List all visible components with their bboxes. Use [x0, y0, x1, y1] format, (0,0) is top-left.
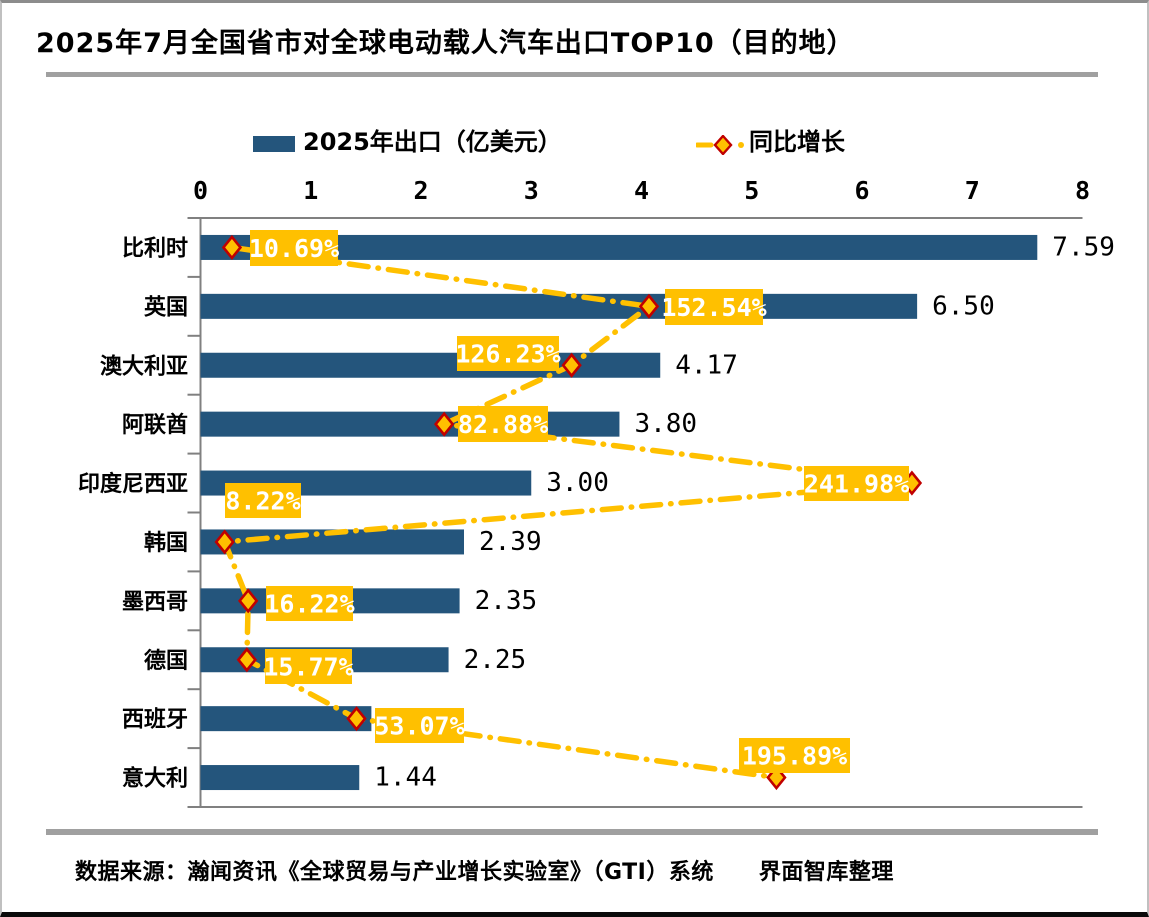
growth-diamond-marker-7 [238, 588, 259, 614]
growth-diamond-marker-8 [236, 647, 258, 673]
export-bar-4 [200, 411, 620, 437]
export-bar-1 [200, 234, 1038, 260]
x-axis-tick-label: 0 [193, 176, 208, 205]
x-axis-tick-label: 5 [744, 176, 759, 205]
growth-diamond-marker-9 [346, 706, 367, 732]
bar-value-label: 3.80 [634, 409, 697, 439]
growth-label-text: 126.23% [455, 340, 560, 369]
growth-label-text: 8.22% [225, 487, 300, 516]
category-label-8: 德国 [144, 648, 188, 674]
export-bar-3 [200, 352, 661, 378]
category-label-10: 意大利 [122, 766, 188, 792]
export-bar-9 [200, 706, 372, 732]
growth-label-box-9 [375, 708, 464, 743]
x-axis-tick-label: 6 [854, 176, 869, 205]
x-axis-tick-label: 4 [634, 176, 649, 205]
growth-label-text: 195.89% [742, 742, 847, 771]
bar-value-label: 7.59 [1052, 232, 1115, 262]
data-source-note: 数据来源：瀚闻资讯《全球贸易与产业增长实验室》（GTI）系统 界面智库整理 [75, 860, 894, 885]
bar-value-label: 2.25 [464, 645, 527, 675]
category-label-3: 澳大利亚 [100, 353, 188, 379]
export-bar-10 [200, 765, 360, 791]
category-label-2: 英国 [144, 295, 188, 320]
growth-label-text: 15.77% [263, 653, 353, 682]
page-title: 2025年7月全国省市对全球电动载人汽车出口TOP10（目的地） [36, 28, 855, 59]
growth-label-text: 16.22% [264, 590, 354, 619]
export-bar-2 [200, 293, 918, 319]
growth-label-text: 53.07% [374, 712, 464, 741]
x-axis-tick-label: 2 [413, 176, 428, 205]
bar-value-label: 2.35 [475, 586, 538, 616]
growth-diamond-marker-1 [221, 234, 243, 261]
category-label-5: 印度尼西亚 [78, 471, 188, 497]
category-label-4: 阿联酋 [122, 412, 188, 438]
category-label-1: 比利时 [122, 236, 188, 261]
growth-label-box-10 [739, 738, 850, 773]
growth-label-box-2 [665, 289, 763, 325]
bar-value-label: 2.39 [479, 527, 542, 557]
growth-diamond-marker-3 [561, 352, 582, 378]
x-axis-tick-label: 3 [524, 176, 539, 205]
x-axis-tick-label: 8 [1075, 176, 1090, 205]
bar-value-label: 3.00 [546, 468, 609, 498]
growth-line [220, 244, 913, 781]
growth-label-box-8 [265, 649, 352, 684]
x-axis-tick-label: 1 [303, 176, 318, 205]
growth-label-text: 241.98% [804, 470, 909, 499]
category-label-9: 西班牙 [122, 708, 188, 733]
x-axis-tick-label: 7 [965, 176, 980, 205]
legend-bar-swatch [253, 136, 295, 152]
growth-label-box-1 [250, 230, 338, 266]
title-divider [46, 72, 1098, 77]
growth-diamond-marker-6 [214, 529, 235, 555]
category-label-7: 墨西哥 [122, 590, 188, 615]
footer-divider [46, 829, 1098, 835]
growth-label-box-7 [266, 586, 353, 621]
legend-line-label: 同比增长 [749, 128, 845, 156]
growth-label-box-6 [225, 483, 301, 518]
growth-label-text: 152.54% [661, 293, 766, 322]
growth-label-box-4 [458, 406, 548, 442]
growth-diamond-marker-4 [433, 411, 455, 437]
category-label-6: 韩国 [144, 530, 188, 556]
bar-value-label: 4.17 [675, 350, 738, 380]
growth-label-text: 82.88% [458, 410, 548, 439]
bar-value-label: 6.50 [932, 291, 995, 321]
bar-value-label: 1.44 [374, 763, 437, 793]
growth-diamond-marker-2 [638, 293, 660, 319]
legend-bar-label: 2025年出口（亿美元） [303, 128, 562, 156]
legend-line-marker-icon [696, 135, 744, 155]
growth-label-box-3 [457, 336, 559, 371]
growth-label-box-5 [804, 466, 909, 501]
growth-label-text: 10.69% [249, 234, 339, 263]
